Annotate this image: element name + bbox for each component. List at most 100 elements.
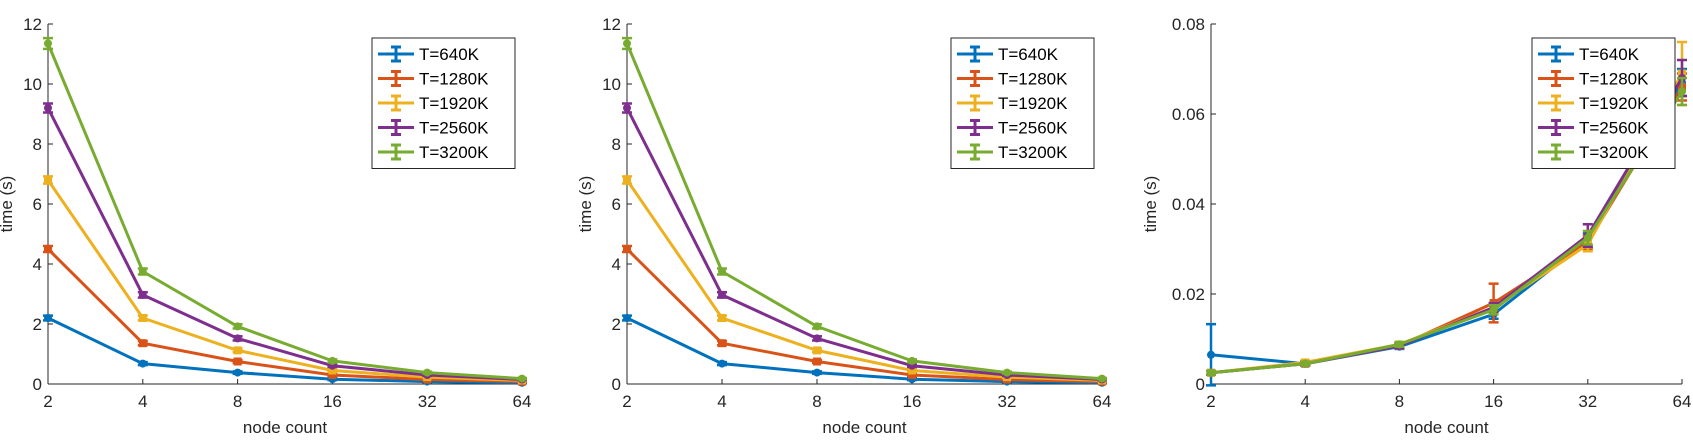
data-point	[718, 314, 726, 322]
y-tick-label: 4	[33, 255, 42, 274]
x-tick-label: 64	[513, 392, 532, 411]
legend-label: T=2560K	[998, 119, 1068, 138]
legend-label: T=1920K	[998, 94, 1068, 113]
y-tick-label: 0.06	[1172, 105, 1205, 124]
series-line-2	[46, 247, 523, 384]
data-point	[908, 371, 916, 379]
x-tick-label: 8	[233, 392, 242, 411]
data-point	[518, 374, 526, 383]
data-point	[813, 357, 821, 366]
x-tick-label: 4	[717, 392, 726, 411]
legend-label: T=640K	[998, 45, 1059, 64]
x-tick-label: 4	[138, 392, 147, 411]
data-point	[1395, 340, 1404, 349]
series-line-4	[625, 107, 1103, 381]
data-point	[1583, 233, 1592, 242]
data-point	[623, 245, 631, 253]
data-point	[44, 314, 52, 322]
series-line-4	[46, 107, 523, 381]
x-tick-label: 64	[1093, 392, 1112, 411]
data-point	[718, 359, 726, 368]
data-point	[1678, 87, 1686, 96]
legend-label: T=3200K	[1579, 143, 1649, 162]
legend-label: T=640K	[1579, 45, 1640, 64]
x-axis-label: node count	[822, 418, 906, 437]
series-line-1	[47, 316, 523, 385]
y-tick-label: 6	[33, 195, 42, 214]
data-point	[328, 366, 337, 375]
data-point	[138, 314, 147, 322]
y-tick-label: 0	[33, 375, 42, 394]
y-axis-label: time (s)	[0, 176, 16, 233]
y-tick-label: 10	[602, 75, 621, 94]
data-point	[718, 267, 726, 276]
y-tick-label: 0.02	[1172, 285, 1205, 304]
x-axis-label: node count	[243, 418, 327, 437]
data-point	[908, 366, 916, 375]
x-tick-label: 32	[418, 392, 437, 411]
y-tick-label: 4	[612, 255, 621, 274]
legend-label: T=1280K	[998, 70, 1068, 89]
data-point	[813, 334, 821, 343]
y-tick-label: 2	[33, 315, 42, 334]
y-tick-label: 0	[1196, 375, 1205, 394]
legend-label: T=640K	[419, 45, 480, 64]
y-tick-label: 8	[33, 135, 42, 154]
data-point	[138, 339, 147, 348]
data-point	[44, 104, 52, 112]
x-tick-label: 64	[1673, 392, 1692, 411]
y-axis-label: time (s)	[576, 176, 595, 233]
data-point	[138, 267, 147, 276]
legend-label: T=3200K	[998, 143, 1068, 162]
y-tick-label: 12	[602, 15, 621, 34]
data-point	[1489, 305, 1498, 314]
chart-panel-3: 0 0.02 0.04 0.06 0.08 2 4 8 16 32 64 node count time…	[1141, 15, 1691, 437]
data-point	[233, 334, 242, 343]
x-tick-label: 16	[323, 392, 342, 411]
x-tick-label: 2	[1206, 392, 1215, 411]
y-tick-label: 0.08	[1172, 15, 1205, 34]
legend-label: T=1280K	[419, 70, 489, 89]
y-tick-label: 2	[612, 315, 621, 334]
data-point	[1207, 368, 1215, 377]
x-tick-label: 8	[812, 392, 821, 411]
series-line-5	[1210, 90, 1684, 375]
data-point	[44, 176, 52, 184]
legend-label: T=1280K	[1579, 70, 1649, 89]
data-point	[1207, 350, 1215, 359]
data-point	[813, 368, 821, 377]
series-line-3	[46, 179, 523, 382]
legend: T=640K T=1280K T=1920K T=2560K T=3200K	[1531, 37, 1676, 169]
data-point	[423, 368, 432, 377]
y-tick-label: 12	[23, 15, 42, 34]
x-tick-label: 4	[1300, 392, 1309, 411]
legend: T=640K T=1280K T=1920K T=2560K T=3200K	[371, 37, 516, 169]
data-point	[813, 322, 821, 331]
data-point	[623, 39, 631, 48]
data-point	[328, 371, 337, 379]
data-point	[233, 322, 242, 331]
data-point	[623, 104, 631, 112]
x-tick-label: 16	[903, 392, 922, 411]
data-point	[328, 356, 337, 365]
data-point	[1098, 374, 1106, 383]
series-line-1	[626, 316, 1103, 385]
series-line-2	[625, 247, 1103, 384]
legend-label: T=2560K	[419, 119, 489, 138]
data-point	[44, 39, 52, 48]
x-tick-label: 16	[1484, 392, 1503, 411]
series-line-5	[625, 42, 1103, 381]
series-line-5	[46, 42, 523, 381]
x-tick-label: 32	[998, 392, 1017, 411]
data-point	[138, 359, 147, 368]
data-point	[908, 356, 916, 365]
series-line-3	[625, 179, 1103, 382]
data-point	[623, 176, 631, 184]
x-tick-label: 32	[1578, 392, 1597, 411]
y-tick-label: 0.04	[1172, 195, 1205, 214]
y-axis-label: time (s)	[1141, 176, 1160, 233]
x-axis-label: node count	[1404, 418, 1488, 437]
legend-label: T=1920K	[1579, 94, 1649, 113]
